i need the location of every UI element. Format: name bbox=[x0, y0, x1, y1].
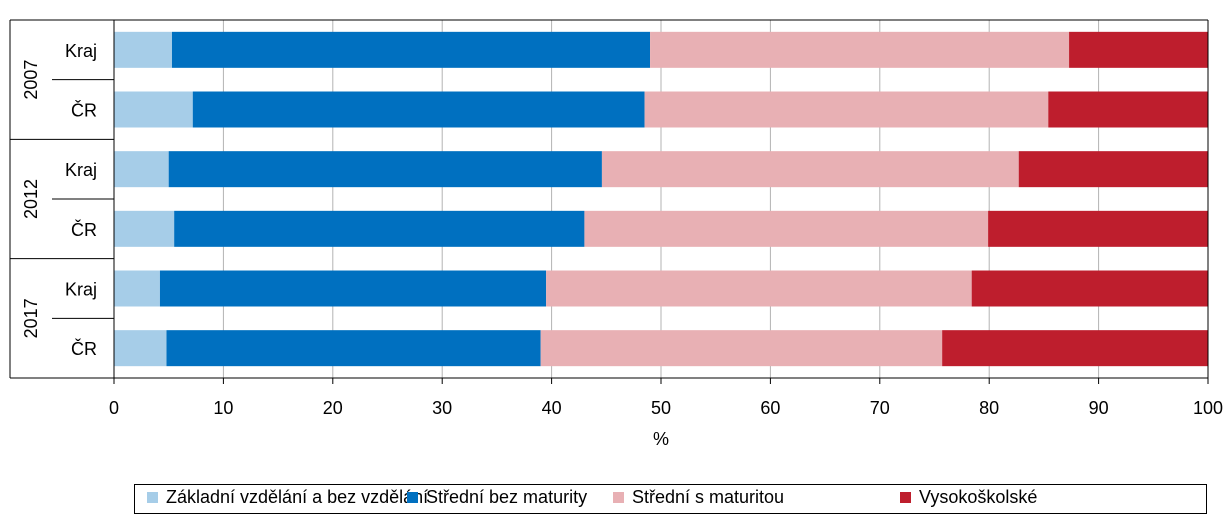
x-tick-label: 30 bbox=[432, 398, 452, 418]
legend-label: Střední bez maturity bbox=[426, 486, 588, 507]
x-axis-title: % bbox=[653, 429, 669, 449]
bar-segment bbox=[166, 330, 541, 367]
legend: Základní vzdělání a bez vzdělání Střední … bbox=[134, 484, 1207, 514]
row-label: Kraj bbox=[65, 41, 97, 61]
x-tick-label: 0 bbox=[109, 398, 119, 418]
x-tick-label: 90 bbox=[1089, 398, 1109, 418]
legend-swatch bbox=[900, 491, 911, 503]
x-tick-label: 70 bbox=[870, 398, 890, 418]
bar-segment bbox=[114, 151, 169, 188]
bar-segment bbox=[971, 270, 1208, 307]
bar-segment bbox=[1069, 31, 1208, 68]
row-label: Kraj bbox=[65, 160, 97, 180]
bar-segment bbox=[114, 210, 175, 247]
bar-segment bbox=[650, 31, 1070, 68]
row-label: ČR bbox=[71, 219, 97, 240]
bar-segment bbox=[988, 210, 1208, 247]
bar-segment bbox=[192, 91, 645, 128]
bar-segment bbox=[1018, 151, 1208, 188]
bar-segment bbox=[114, 31, 172, 68]
bar-segment bbox=[546, 270, 972, 307]
row-label: ČR bbox=[71, 338, 97, 359]
x-tick-label: 100 bbox=[1193, 398, 1223, 418]
legend-label: Vysokoškolské bbox=[919, 486, 1038, 507]
legend-label: Střední s maturitou bbox=[632, 486, 785, 507]
bar-segment bbox=[174, 210, 585, 247]
group-label: 2017 bbox=[21, 298, 41, 338]
legend-swatch bbox=[407, 491, 418, 503]
row-label: ČR bbox=[71, 100, 97, 121]
bar-segment bbox=[601, 151, 1019, 188]
bar-segment bbox=[584, 210, 989, 247]
legend-item: Vysokoškolské bbox=[900, 487, 1037, 507]
x-tick-label: 80 bbox=[979, 398, 999, 418]
x-tick-label: 50 bbox=[651, 398, 671, 418]
bar-segment bbox=[644, 91, 1049, 128]
stacked-bar-chart: Kraj ČR Kraj ČR Kraj ČR 2007 2012 2017 0 10 20 30 40 5… bbox=[9, 19, 1223, 449]
legend-item: Střední bez maturity bbox=[407, 487, 587, 507]
legend-swatch bbox=[147, 491, 158, 503]
x-tick-label: 10 bbox=[213, 398, 233, 418]
x-tick-label: 40 bbox=[542, 398, 562, 418]
bar-segment bbox=[1048, 91, 1208, 128]
legend-item: Základní vzdělání a bez vzdělání bbox=[147, 487, 428, 507]
x-tick-label: 20 bbox=[323, 398, 343, 418]
bar-segment bbox=[114, 270, 160, 307]
legend-swatch bbox=[613, 491, 624, 503]
group-label: 2007 bbox=[21, 60, 41, 100]
group-label: 2012 bbox=[21, 179, 41, 219]
legend-item: Střední s maturitou bbox=[613, 487, 784, 507]
bar-segment bbox=[114, 91, 193, 128]
legend-label: Základní vzdělání a bez vzdělání bbox=[166, 486, 429, 507]
bar-segment bbox=[171, 31, 651, 68]
row-label: Kraj bbox=[65, 280, 97, 300]
bar-segment bbox=[114, 330, 167, 367]
bar-segment bbox=[942, 330, 1208, 367]
x-tick-label: 60 bbox=[760, 398, 780, 418]
bar-segment bbox=[540, 330, 943, 367]
bar-segment bbox=[168, 151, 602, 188]
bar-segment bbox=[159, 270, 547, 307]
